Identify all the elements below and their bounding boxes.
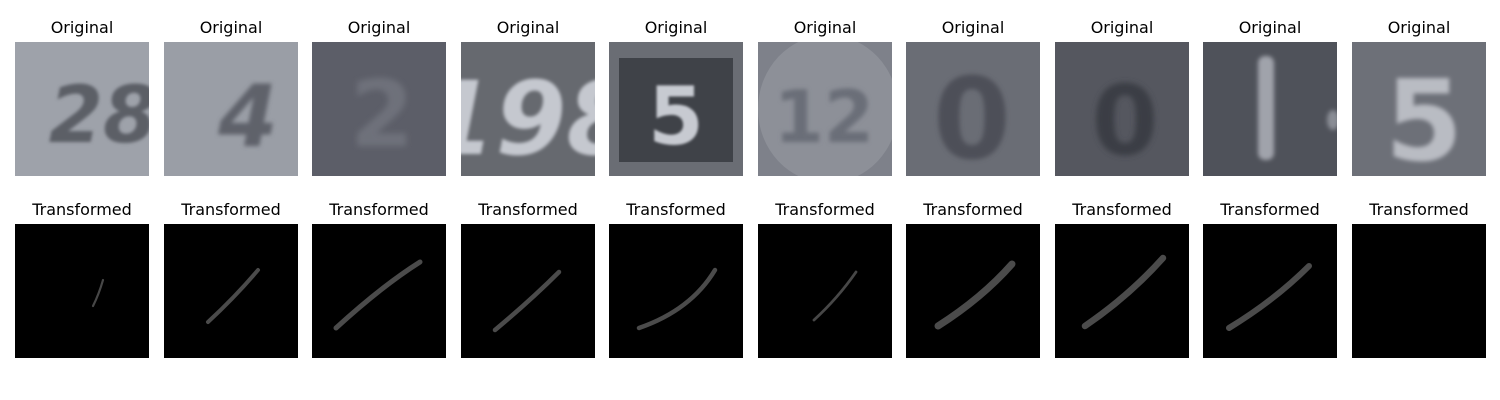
- svg-text:198: 198: [461, 60, 595, 176]
- transformed-image: [312, 224, 446, 358]
- transformed-panel: Transformed: [906, 196, 1040, 358]
- original-panel: Original 5: [1352, 14, 1486, 176]
- transformed-label: Transformed: [329, 200, 429, 219]
- transformed-label: Transformed: [1072, 200, 1172, 219]
- original-image: 5: [1352, 42, 1486, 176]
- original-panel: Original 0: [906, 14, 1040, 176]
- original-panel: Original: [1203, 14, 1337, 176]
- transformed-label: Transformed: [1220, 200, 1320, 219]
- transformed-image: [1055, 224, 1189, 358]
- transformed-image: [906, 224, 1040, 358]
- transformed-panel: Transformed: [15, 196, 149, 358]
- original-label: Original: [347, 18, 411, 37]
- transformed-image: [609, 224, 743, 358]
- original-panel: Original 4: [164, 14, 298, 176]
- original-panel: Original 2: [312, 14, 446, 176]
- original-panel: Original 5: [609, 14, 743, 176]
- original-row: Original 28 Original 4: [0, 14, 1500, 176]
- transformed-label: Transformed: [923, 200, 1023, 219]
- original-label: Original: [496, 18, 560, 37]
- transformed-label: Transformed: [775, 200, 875, 219]
- transformed-image: [461, 224, 595, 358]
- original-image: 0: [1055, 42, 1189, 176]
- original-image: 5: [609, 42, 743, 176]
- original-label: Original: [50, 18, 114, 37]
- svg-text:5: 5: [1385, 57, 1463, 176]
- transformed-row: Transformed Transformed Transformed Tran…: [0, 196, 1500, 358]
- transformed-label: Transformed: [181, 200, 281, 219]
- transformed-panel: Transformed: [609, 196, 743, 358]
- transformed-panel: Transformed: [1352, 196, 1486, 358]
- original-image: 198: [461, 42, 595, 176]
- svg-text:4: 4: [217, 67, 278, 167]
- original-image: 2: [312, 42, 446, 176]
- svg-text:5: 5: [648, 70, 704, 163]
- transformed-panel: Transformed: [312, 196, 446, 358]
- original-image: 4: [164, 42, 298, 176]
- original-image: 12: [758, 42, 892, 176]
- transformed-panel: Transformed: [758, 196, 892, 358]
- original-image: 0: [906, 42, 1040, 176]
- transformed-label: Transformed: [1369, 200, 1469, 219]
- original-panel: Original 12: [758, 14, 892, 176]
- transformed-label: Transformed: [626, 200, 726, 219]
- transformed-image: [164, 224, 298, 358]
- original-panel: Original 28: [15, 14, 149, 176]
- svg-text:0: 0: [933, 55, 1011, 176]
- svg-text:2: 2: [350, 61, 414, 168]
- svg-text:28: 28: [49, 71, 149, 161]
- original-label: Original: [199, 18, 263, 37]
- original-label: Original: [793, 18, 857, 37]
- transformed-image: [758, 224, 892, 358]
- original-panel: Original 198: [461, 14, 595, 176]
- svg-text:12: 12: [774, 75, 874, 159]
- original-image: [1203, 42, 1337, 176]
- transformed-label: Transformed: [478, 200, 578, 219]
- original-image: 28: [15, 42, 149, 176]
- transformed-image: [1352, 224, 1486, 358]
- original-label: Original: [1090, 18, 1154, 37]
- svg-text:0: 0: [1092, 65, 1159, 176]
- transformed-image: [15, 224, 149, 358]
- original-panel: Original 0: [1055, 14, 1189, 176]
- transformed-label: Transformed: [32, 200, 132, 219]
- original-label: Original: [1238, 18, 1302, 37]
- transformed-panel: Transformed: [164, 196, 298, 358]
- transformed-panel: Transformed: [461, 196, 595, 358]
- transformed-panel: Transformed: [1055, 196, 1189, 358]
- original-label: Original: [644, 18, 708, 37]
- transformed-image: [1203, 224, 1337, 358]
- transformed-panel: Transformed: [1203, 196, 1337, 358]
- original-label: Original: [1387, 18, 1451, 37]
- original-label: Original: [941, 18, 1005, 37]
